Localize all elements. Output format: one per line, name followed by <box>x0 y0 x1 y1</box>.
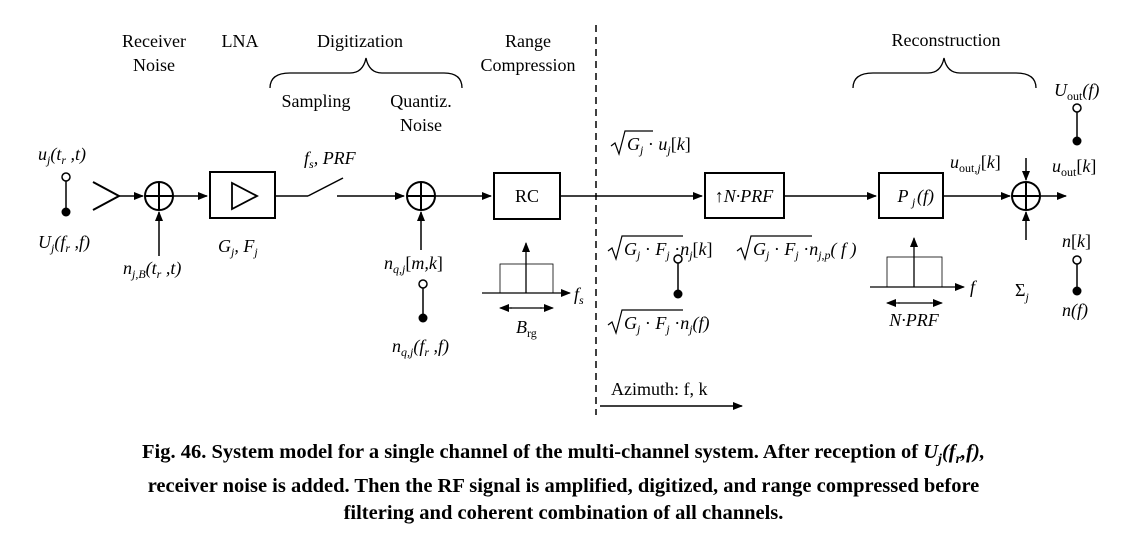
range-spectrum-sketch <box>482 242 571 312</box>
label-n-k: n[k] <box>1062 231 1091 251</box>
label-n-f: n(f) <box>1062 300 1088 321</box>
input-terminal-filled <box>61 207 71 217</box>
antenna-icon <box>92 181 122 211</box>
svg-text:Gj · uj[k]: Gj · uj[k] <box>627 134 691 157</box>
filter-block <box>878 172 944 219</box>
header-sampling: Sampling <box>281 91 350 111</box>
header-reconstruction: Reconstruction <box>892 30 1001 50</box>
noise-terminal-filled <box>673 289 683 299</box>
svg-text:Gj · Fj ·nj[k]: Gj · Fj ·nj[k] <box>624 239 713 262</box>
quant-terminal-open <box>418 279 428 289</box>
quant-terminal-filled <box>418 313 428 323</box>
header-range-compression-2: Compression <box>480 55 575 75</box>
svg-text:Gj · Fj ·nj(f): Gj · Fj ·nj(f) <box>624 313 710 336</box>
header-quantiz-1: Quantiz. <box>390 91 451 111</box>
header-lna: LNA <box>222 31 259 51</box>
label-B-rg: Brg <box>516 317 537 340</box>
label-n-q-mk: nq,j[m,k] <box>384 253 443 276</box>
header-quantiz-2: Noise <box>400 115 442 135</box>
lna-block <box>209 171 276 219</box>
uout-terminal-filled <box>1072 136 1082 146</box>
digitization-brace <box>269 57 463 89</box>
filter-spectrum-sketch <box>870 237 965 307</box>
label-sqrt-GF-nf: Gj · Fj ·nj(f) <box>607 309 710 336</box>
system-model-diagram: Receiver Noise LNA Digitization Sampling… <box>38 25 1099 415</box>
noise-terminal-open <box>673 254 683 264</box>
label-f-s: fs <box>574 284 584 307</box>
label-f: f <box>970 277 978 297</box>
upsampling-block-label: ↑N·PRF <box>715 186 774 206</box>
label-N-PRF: N·PRF <box>888 310 939 330</box>
caption-line-1: Fig. 46. System model for a single chann… <box>142 441 985 468</box>
label-u-j-tr-t: uj(tr ,t) <box>38 144 86 167</box>
svg-text:Gj · Fj ·nj,p( f ): Gj · Fj ·nj,p( f ) <box>753 239 857 262</box>
label-sqrt-GF-np: Gj · Fj ·nj,p( f ) <box>736 235 857 262</box>
n-terminal-filled <box>1072 286 1082 296</box>
label-fs-prf: fs, PRF <box>304 148 357 171</box>
upsampling-block <box>704 172 785 219</box>
label-gain: Gj, Fj <box>218 236 258 259</box>
label-sqrt-GF-nk: Gj · Fj ·nj[k] <box>607 235 713 262</box>
receiver-noise-summer <box>144 181 174 211</box>
label-U-j-fr-f: Uj(fr ,f) <box>38 232 90 255</box>
uout-terminal-open <box>1072 103 1082 113</box>
figure-caption: Fig. 46. System model for a single chann… <box>20 439 1107 527</box>
input-terminal-open <box>61 172 71 182</box>
n-terminal-open <box>1072 255 1082 265</box>
amplifier-icon <box>231 181 259 211</box>
azimuth-label: Azimuth: f, k <box>611 379 708 399</box>
header-receiver-noise-1: Receiver <box>122 31 186 51</box>
label-n-jB: nj,B(tr ,t) <box>123 258 181 281</box>
header-receiver-noise-2: Noise <box>133 55 175 75</box>
label-u-out-j: uout,j[k] <box>950 152 1001 175</box>
label-u-out-k: uout[k] <box>1052 156 1096 179</box>
caption-line-3: filtering and coherent combination of al… <box>343 502 784 525</box>
combining-summer <box>1011 181 1041 211</box>
label-n-q-f: nq,j(fr ,f) <box>392 336 449 359</box>
rc-block-label: RC <box>515 186 539 206</box>
filter-block-label: P <box>897 186 909 206</box>
quantization-noise-summer <box>406 181 436 211</box>
sampling-switch <box>307 177 344 197</box>
header-range-compression-1: Range <box>505 31 551 51</box>
label-sqrt-G-u: Gj · uj[k] <box>610 130 691 157</box>
filter-block-arg: (f) <box>917 186 934 207</box>
header-digitization: Digitization <box>317 31 403 51</box>
reconstruction-brace <box>852 57 1037 89</box>
label-sigma-j: Σj <box>1015 280 1029 304</box>
label-U-out-f: Uout(f) <box>1054 80 1099 103</box>
caption-line-2: receiver noise is added. Then the RF sig… <box>147 475 980 498</box>
filter-block-sub: j <box>910 195 916 209</box>
